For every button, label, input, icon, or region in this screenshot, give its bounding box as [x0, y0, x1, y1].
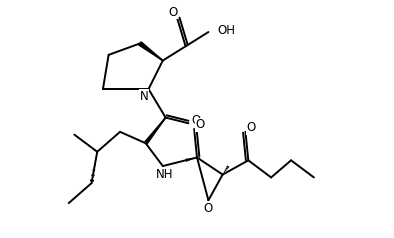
Text: NH: NH: [156, 168, 173, 181]
Text: OH: OH: [217, 24, 236, 37]
Text: O: O: [191, 114, 200, 127]
Polygon shape: [139, 42, 163, 60]
Text: O: O: [247, 121, 256, 134]
Text: N: N: [140, 90, 149, 103]
Text: O: O: [168, 6, 177, 19]
Text: O: O: [195, 118, 204, 131]
Polygon shape: [145, 118, 165, 144]
Text: O: O: [204, 202, 213, 215]
